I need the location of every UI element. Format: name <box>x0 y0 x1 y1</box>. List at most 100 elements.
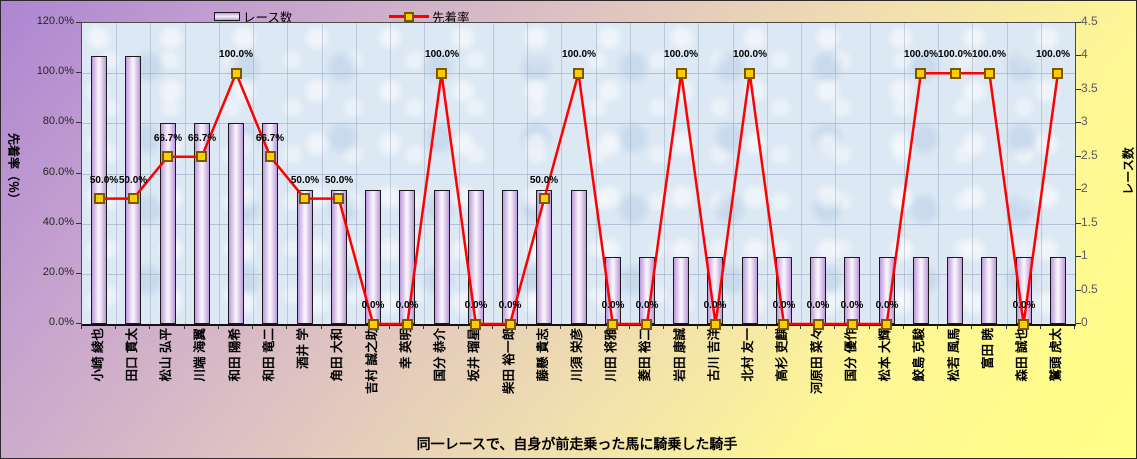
win-rate-marker <box>607 319 618 330</box>
race-count-bar <box>194 123 210 324</box>
vertical-gridline <box>698 23 699 324</box>
win-rate-data-label: 100.0% <box>425 49 459 60</box>
vertical-gridline <box>287 23 288 324</box>
x-axis-category-label: 富田 暁 <box>981 328 995 369</box>
win-rate-marker <box>470 319 481 330</box>
win-rate-marker <box>436 68 447 79</box>
win-rate-marker <box>196 151 207 162</box>
x-axis-category-label: 川田 将雅 <box>604 328 618 382</box>
win-rate-data-label: 0.0% <box>601 300 625 311</box>
vertical-gridline <box>1041 23 1042 324</box>
race-count-bar <box>673 257 689 324</box>
x-axis-tickmark <box>286 325 287 329</box>
right-axis-tickmark <box>1076 122 1081 123</box>
legend-item-races: レース数 <box>214 7 292 26</box>
x-axis-category-label: 幸 英明 <box>399 328 413 369</box>
vertical-gridline <box>459 23 460 324</box>
win-rate-data-label: 100.0% <box>219 49 253 60</box>
win-rate-marker <box>813 319 824 330</box>
vertical-gridline <box>185 23 186 324</box>
vertical-gridline <box>835 23 836 324</box>
win-rate-data-label: 50.0% <box>89 175 119 186</box>
vertical-gridline <box>767 23 768 324</box>
win-rate-marker <box>950 68 961 79</box>
right-axis-tick-label: 2 <box>1081 181 1088 195</box>
vertical-gridline <box>150 23 151 324</box>
right-axis-tick-label: 4.5 <box>1081 14 1098 28</box>
x-axis-tickmark <box>218 325 219 329</box>
x-axis-tickmark <box>184 325 185 329</box>
vertical-gridline <box>1007 23 1008 324</box>
x-axis-category-label: 酒井 学 <box>296 328 310 369</box>
vertical-gridline <box>561 23 562 324</box>
vertical-gridline <box>630 23 631 324</box>
win-rate-marker <box>94 193 105 204</box>
vertical-gridline <box>527 23 528 324</box>
x-axis-tickmark <box>149 325 150 329</box>
race-count-bar <box>262 123 278 324</box>
left-axis-tick-label: 100.0% <box>36 65 74 77</box>
x-axis-tickmark <box>115 325 116 329</box>
x-axis-category-label: 岩田 康誠 <box>673 328 687 382</box>
race-count-bar <box>160 123 176 324</box>
race-count-bar <box>742 257 758 324</box>
x-axis-category-label: 和田 陽希 <box>228 328 242 382</box>
x-axis-category-label: 菱田 裕二 <box>638 328 652 382</box>
x-axis-tickmark <box>492 325 493 329</box>
line-series-swatch-icon <box>389 10 429 23</box>
x-axis-category-label: 藤懸 貴志 <box>536 328 550 382</box>
x-axis-tickmark <box>1074 325 1075 329</box>
x-axis-title: 同一レースで、自身が前走乗った馬に騎乗した騎手 <box>416 436 738 452</box>
left-axis-tickmark <box>76 173 81 174</box>
right-axis-tick-label: 0.5 <box>1081 282 1098 296</box>
win-rate-data-label: 100.0% <box>938 49 972 60</box>
win-rate-marker <box>162 151 173 162</box>
vertical-gridline <box>801 23 802 324</box>
win-rate-data-label: 0.0% <box>806 300 830 311</box>
race-count-bar <box>297 190 313 324</box>
x-axis-category-label: 鮫島 克駿 <box>912 328 926 382</box>
win-rate-marker <box>710 319 721 330</box>
vertical-gridline <box>219 23 220 324</box>
x-axis-tickmark <box>252 325 253 329</box>
win-rate-data-label: 0.0% <box>772 300 796 311</box>
win-rate-data-label: 100.0% <box>904 49 938 60</box>
x-axis-tickmark <box>1040 325 1041 329</box>
right-axis-tickmark <box>1076 89 1081 90</box>
right-axis-tickmark <box>1076 290 1081 291</box>
win-rate-data-label: 100.0% <box>972 49 1006 60</box>
race-count-bar <box>947 257 963 324</box>
left-axis-tickmark <box>76 273 81 274</box>
x-axis-tickmark <box>732 325 733 329</box>
x-axis-category-label: 古川 吉洋 <box>707 328 721 382</box>
x-axis-category-label: 国分 恭介 <box>433 328 447 382</box>
vertical-gridline <box>493 23 494 324</box>
right-axis-tick-label: 0 <box>1081 315 1088 329</box>
win-rate-marker <box>1018 319 1029 330</box>
win-rate-data-label: 100.0% <box>733 49 767 60</box>
left-axis-tick-label: 60.0% <box>42 166 74 178</box>
win-rate-data-label: 0.0% <box>1012 300 1036 311</box>
legend-label-races: レース数 <box>243 11 293 25</box>
plot-area: 50.0% 50.0% 66.7% 66.7% 100.0% 66.7% 50.0% 50.0… <box>81 22 1076 330</box>
win-rate-data-label: 0.0% <box>840 300 864 311</box>
vertical-gridline <box>938 23 939 324</box>
right-axis-tickmark <box>1076 189 1081 190</box>
x-axis-category-label: 森田 誠也 <box>1015 328 1029 382</box>
left-axis-tick-label: 80.0% <box>42 115 74 127</box>
win-rate-marker <box>505 319 516 330</box>
x-axis-tickmark <box>834 325 835 329</box>
win-rate-marker <box>744 68 755 79</box>
left-axis-tickmark <box>76 122 81 123</box>
x-axis-category-label: 吉村 誠之助 <box>365 328 379 394</box>
win-rate-data-label: 100.0% <box>562 49 596 60</box>
win-rate-marker <box>573 68 584 79</box>
win-rate-data-label: 0.0% <box>875 300 899 311</box>
win-rate-data-label: 0.0% <box>464 300 488 311</box>
right-axis-tickmark <box>1076 55 1081 56</box>
x-axis-category-label: 小崎 綾也 <box>91 328 105 382</box>
left-axis-tick-label: 0.0% <box>48 316 74 328</box>
win-rate-data-label: 66.7% <box>187 133 217 144</box>
right-axis-tick-label: 3.5 <box>1081 81 1098 95</box>
win-rate-marker <box>539 193 550 204</box>
